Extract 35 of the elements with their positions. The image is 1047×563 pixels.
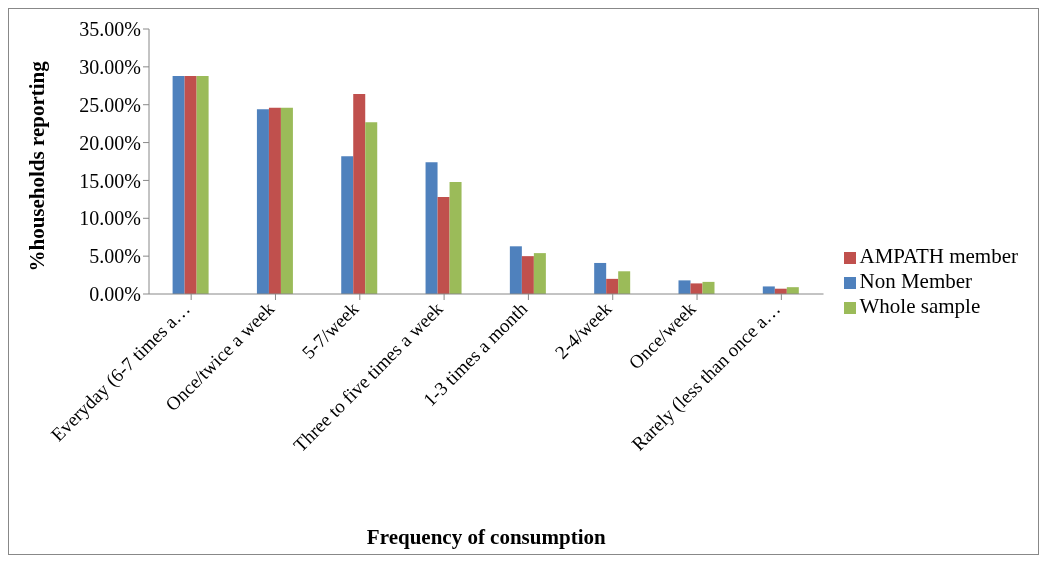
bar [702, 281, 715, 294]
bar [509, 246, 522, 294]
legend-label: Non Member [859, 269, 973, 293]
bar [521, 256, 534, 294]
legend-label: Whole sample [859, 294, 981, 318]
bar [184, 75, 197, 294]
bar [256, 109, 269, 294]
y-tick-label: 0.00% [89, 283, 141, 306]
y-tick-label: 20.00% [79, 131, 141, 154]
bar [196, 75, 209, 294]
bar [341, 156, 354, 294]
bar [280, 107, 293, 294]
legend-label: AMPATH member [859, 244, 1018, 268]
bar [618, 271, 631, 294]
y-tick-label: 35.00% [79, 18, 141, 41]
bar [594, 262, 607, 294]
bar [533, 253, 546, 294]
bar [268, 107, 281, 294]
bar [678, 280, 691, 294]
y-tick-label: 30.00% [79, 55, 141, 78]
x-axis-title: Frequency of consumption [366, 525, 606, 549]
y-tick-label: 10.00% [79, 207, 141, 230]
bar [172, 75, 185, 294]
y-tick-label: 15.00% [79, 169, 141, 192]
bar [449, 181, 462, 294]
bar [762, 286, 775, 294]
y-axis-title: %households reporting [25, 60, 50, 272]
bar [353, 94, 366, 294]
bar [690, 283, 703, 294]
bar [365, 122, 378, 294]
bar [437, 197, 450, 294]
y-tick-label: 25.00% [79, 93, 141, 116]
y-tick-label: 5.00% [89, 245, 141, 268]
bar [425, 162, 438, 294]
bar [606, 278, 619, 294]
